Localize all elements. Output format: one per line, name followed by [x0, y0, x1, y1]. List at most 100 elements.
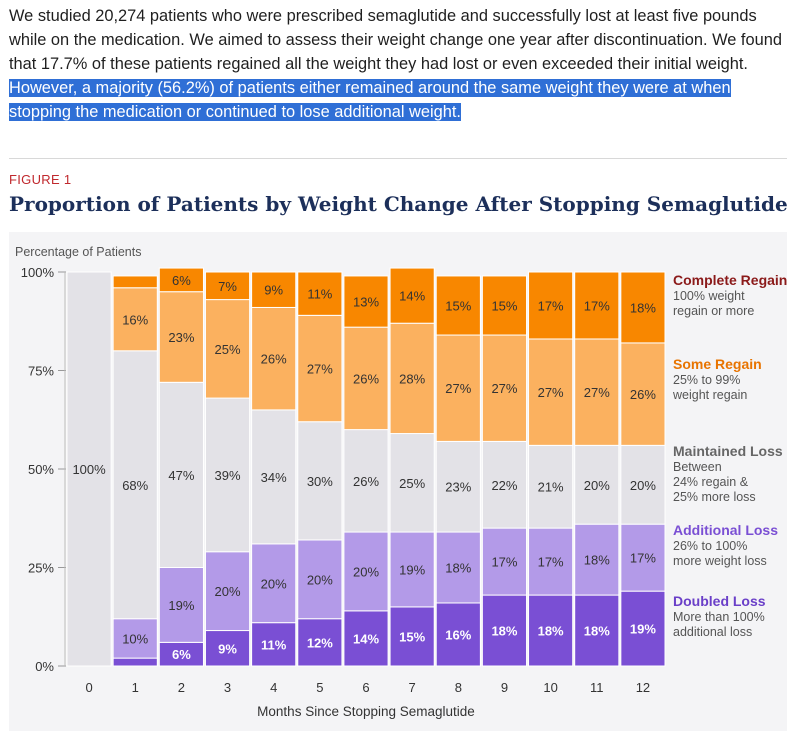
- data-label: 13%: [353, 295, 379, 310]
- data-label: 11%: [307, 287, 332, 302]
- x-tick-label: 3: [224, 680, 231, 695]
- data-label: 28%: [399, 371, 425, 386]
- legend-description: additional loss: [673, 625, 752, 639]
- bar-segment: [481, 275, 528, 336]
- data-label: 11%: [261, 637, 287, 652]
- bar-segment: [574, 444, 620, 525]
- bar-segment: [528, 338, 574, 446]
- bar-segment: [112, 657, 158, 667]
- bar-segment: [574, 338, 620, 446]
- figure-label: FIGURE 1: [9, 172, 72, 187]
- data-label: 6%: [172, 273, 191, 288]
- bar-segment: [343, 610, 389, 667]
- data-label: 7%: [218, 279, 237, 294]
- legend-description: more weight loss: [673, 554, 767, 568]
- data-label: 17%: [491, 555, 517, 570]
- bar-segment: [481, 527, 528, 596]
- data-label: 47%: [168, 468, 194, 483]
- data-label: 14%: [399, 289, 425, 304]
- x-tick-label: 7: [409, 680, 416, 695]
- bar-segment: [251, 622, 297, 667]
- y-tick-label: 0%: [35, 659, 54, 674]
- legend-series-name: Complete Regain: [673, 272, 787, 288]
- bar-segment: [158, 567, 204, 643]
- legend-description: 25% more loss: [673, 490, 756, 504]
- legend-series-name: Additional Loss: [673, 522, 778, 538]
- bar-segment: [435, 334, 481, 442]
- bar-segment: [435, 275, 481, 336]
- bar-segment: [620, 444, 666, 525]
- data-label: 21%: [538, 480, 564, 495]
- data-label: 6%: [172, 647, 191, 662]
- data-label: 20%: [261, 576, 287, 591]
- bar-segment: [574, 523, 620, 596]
- bar-segment: [481, 334, 528, 442]
- data-label: 26%: [261, 352, 287, 367]
- y-tick-label: 25%: [28, 561, 54, 576]
- data-label: 26%: [630, 387, 656, 402]
- section-divider: [9, 158, 787, 159]
- bar-segment: [297, 539, 343, 620]
- bar-segment: [528, 271, 574, 340]
- legend-description: regain or more: [673, 304, 754, 318]
- data-label: 10%: [122, 631, 148, 646]
- y-tick-label: 50%: [28, 462, 54, 477]
- data-label: 12%: [307, 635, 333, 650]
- legend-description: More than 100%: [673, 610, 765, 624]
- data-label: 17%: [584, 298, 610, 313]
- bar-segment: [297, 314, 343, 423]
- data-label: 23%: [168, 330, 194, 345]
- bar-segment: [389, 267, 435, 324]
- data-label: 9%: [264, 283, 283, 298]
- data-label: 18%: [538, 624, 564, 639]
- data-label: 17%: [538, 298, 564, 313]
- bar-segment: [251, 543, 297, 624]
- x-tick-label: 11: [590, 680, 604, 695]
- legend-series-name: Doubled Loss: [673, 593, 766, 609]
- bar-segment: [435, 602, 481, 667]
- bar-segment: [204, 551, 251, 632]
- legend-description: 100% weight: [673, 289, 745, 303]
- data-label: 20%: [215, 584, 241, 599]
- bar-segment: [343, 275, 389, 328]
- data-label: 14%: [353, 631, 379, 646]
- legend-series-name: Maintained Loss: [673, 443, 783, 459]
- bar-segment: [481, 440, 528, 529]
- bar-segment: [528, 527, 574, 596]
- data-label: 19%: [630, 622, 656, 637]
- legend-description: 24% regain &: [673, 475, 749, 489]
- data-label: 30%: [307, 474, 333, 489]
- data-label: 15%: [399, 629, 425, 644]
- data-label: 19%: [399, 562, 425, 577]
- bar-segment: [158, 267, 204, 293]
- data-label: 39%: [215, 468, 241, 483]
- data-label: 100%: [72, 462, 106, 477]
- data-label: 9%: [218, 641, 237, 656]
- data-label: 26%: [353, 474, 379, 489]
- x-axis-label: Months Since Stopping Semaglutide: [257, 704, 475, 719]
- bar-segment: [112, 287, 158, 352]
- data-label: 34%: [261, 470, 287, 485]
- x-tick-label: 12: [636, 680, 650, 695]
- data-label: 19%: [168, 598, 194, 613]
- x-tick-label: 4: [270, 680, 277, 695]
- bar-segment: [620, 271, 666, 344]
- data-label: 27%: [584, 385, 610, 400]
- bar-segment: [112, 275, 158, 289]
- data-label: 18%: [491, 624, 517, 639]
- data-label: 20%: [353, 564, 379, 579]
- data-label: 16%: [122, 312, 148, 327]
- data-label: 27%: [538, 385, 564, 400]
- bar-segment: [389, 322, 435, 435]
- bar-segment: [435, 531, 481, 604]
- data-label: 26%: [353, 371, 379, 386]
- bar-segment: [158, 381, 204, 568]
- data-label: 17%: [538, 555, 564, 570]
- bar-segment: [528, 594, 574, 667]
- x-tick-label: 1: [132, 680, 139, 695]
- bar-segment: [251, 306, 297, 411]
- data-label: 15%: [445, 298, 471, 313]
- y-tick-label: 100%: [21, 265, 55, 280]
- bar-segment: [435, 440, 481, 533]
